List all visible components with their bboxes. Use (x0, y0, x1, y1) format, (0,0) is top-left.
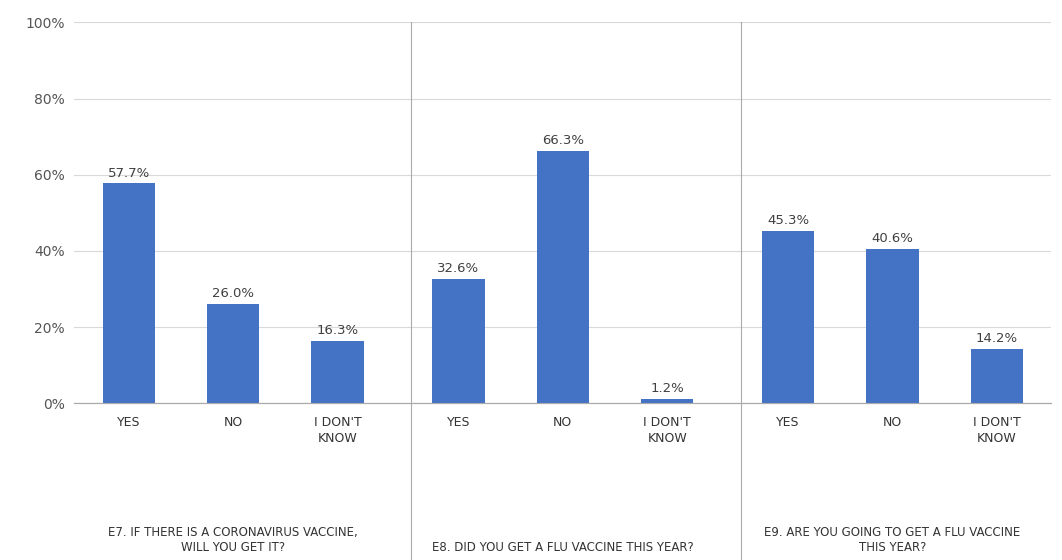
Bar (103, 184, 155, 403)
Text: 14.2%: 14.2% (976, 332, 1017, 346)
Text: 40.6%: 40.6% (872, 232, 913, 245)
Bar (763, 231, 815, 403)
Bar (971, 349, 1023, 403)
Bar (311, 341, 363, 403)
Text: 1.2%: 1.2% (650, 382, 684, 395)
Text: E9. ARE YOU GOING TO GET A FLU VACCINE
THIS YEAR?: E9. ARE YOU GOING TO GET A FLU VACCINE T… (765, 526, 1021, 554)
Text: 16.3%: 16.3% (316, 324, 359, 337)
Bar (432, 279, 484, 403)
Text: 66.3%: 66.3% (542, 134, 584, 147)
Text: 26.0%: 26.0% (212, 287, 254, 300)
Text: 32.6%: 32.6% (438, 262, 480, 276)
Text: E7. IF THERE IS A CORONAVIRUS VACCINE,
WILL YOU GET IT?: E7. IF THERE IS A CORONAVIRUS VACCINE, W… (108, 526, 358, 554)
Text: 45.3%: 45.3% (767, 214, 809, 227)
Text: E8. DID YOU GET A FLU VACCINE THIS YEAR?: E8. DID YOU GET A FLU VACCINE THIS YEAR? (432, 542, 693, 554)
Bar (641, 399, 693, 403)
Bar (867, 249, 919, 403)
Bar (207, 304, 259, 403)
Text: 57.7%: 57.7% (107, 167, 150, 180)
Bar (536, 151, 589, 403)
